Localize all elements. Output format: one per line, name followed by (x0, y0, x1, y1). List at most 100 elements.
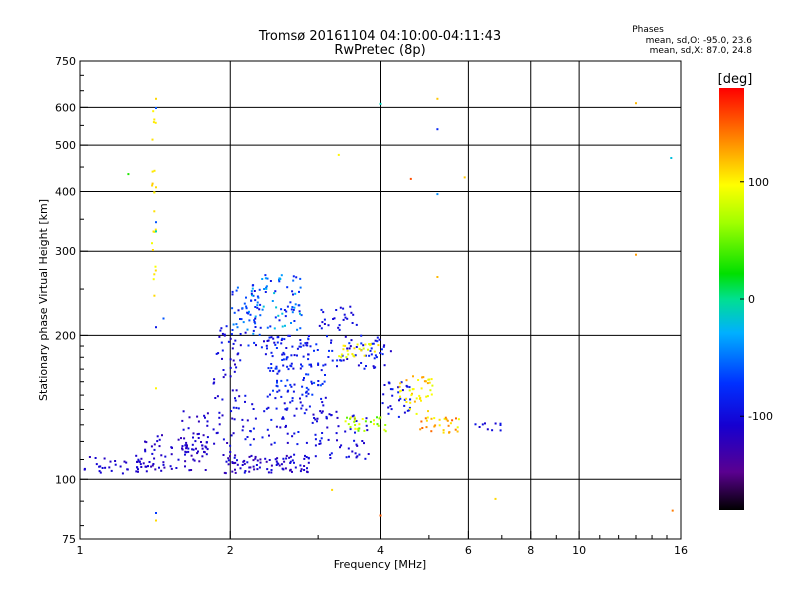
data-point (217, 352, 220, 355)
data-point (231, 347, 234, 350)
data-point (259, 326, 262, 329)
data-point (378, 338, 381, 341)
data-point (276, 379, 278, 382)
data-point (182, 428, 185, 431)
data-point (273, 327, 276, 330)
data-point (292, 279, 295, 282)
data-point (445, 418, 448, 421)
data-point (317, 384, 320, 387)
x-tick-label: 6 (465, 544, 472, 557)
data-point (420, 387, 423, 390)
data-point (322, 404, 325, 407)
x-tick-label: 10 (572, 544, 586, 557)
data-point (381, 353, 384, 356)
data-point (289, 401, 292, 404)
data-point (499, 429, 502, 432)
data-point (135, 454, 138, 457)
phases-line-o: mean, sd,O: -95.0, 23.6 (646, 36, 753, 46)
data-point (273, 341, 276, 344)
data-point (155, 221, 157, 224)
data-point (184, 465, 186, 468)
data-point (229, 444, 232, 447)
data-point (365, 424, 368, 427)
data-point (233, 370, 236, 373)
data-point (307, 456, 310, 459)
x-tick-label: 16 (674, 544, 688, 557)
data-point (154, 269, 157, 272)
data-point (431, 384, 434, 387)
data-point (185, 446, 188, 449)
data-point (151, 184, 154, 187)
data-point (276, 457, 279, 460)
data-point (355, 346, 358, 348)
data-point (408, 409, 411, 412)
data-point (280, 395, 283, 398)
data-point (330, 339, 333, 342)
data-point (356, 343, 359, 346)
data-point (346, 349, 349, 352)
data-point (272, 389, 274, 392)
data-point (252, 427, 255, 430)
data-point (350, 339, 353, 342)
data-point (366, 429, 369, 432)
data-point (272, 370, 275, 372)
data-point (343, 313, 346, 316)
data-point (354, 418, 357, 421)
data-point (403, 404, 406, 407)
data-point (310, 365, 313, 368)
data-point (229, 366, 232, 369)
data-point (426, 382, 429, 385)
data-point (412, 375, 414, 378)
data-point (317, 362, 320, 365)
data-point (430, 378, 433, 381)
data-point (218, 416, 221, 419)
data-point (670, 157, 673, 159)
data-point (324, 396, 327, 399)
data-point (278, 280, 281, 283)
data-point (245, 305, 248, 308)
data-point (320, 369, 323, 372)
data-point (336, 359, 339, 362)
data-point (299, 286, 302, 289)
data-point (324, 363, 327, 366)
data-point (357, 429, 360, 432)
data-point (137, 459, 140, 462)
data-point (300, 363, 302, 366)
data-point (428, 381, 431, 384)
y-axis-ticks: 75 100 200 300 400 500 600 750 (55, 55, 88, 546)
data-point (349, 305, 352, 308)
data-point (447, 424, 450, 427)
data-point (273, 441, 276, 444)
data-point (399, 389, 402, 392)
data-point (152, 121, 155, 124)
data-point (297, 431, 300, 433)
data-point (436, 193, 439, 196)
data-point (220, 341, 223, 344)
data-point (252, 332, 255, 335)
data-point (293, 320, 296, 322)
data-point (397, 386, 400, 389)
data-point (243, 462, 246, 465)
data-point (417, 379, 420, 381)
data-point (259, 458, 262, 461)
data-point (305, 456, 308, 458)
data-point (265, 287, 268, 290)
data-point (253, 321, 256, 323)
data-point (270, 336, 273, 339)
data-point (298, 304, 301, 307)
data-point (275, 384, 278, 387)
data-point (303, 465, 306, 467)
phases-title: Phases (632, 25, 664, 35)
data-point (443, 417, 446, 420)
data-point (225, 460, 228, 463)
data-point (273, 292, 276, 295)
data-point (314, 418, 317, 421)
data-point (306, 467, 308, 470)
data-point (436, 276, 439, 278)
data-point (287, 334, 290, 337)
data-point (353, 347, 356, 350)
data-point (196, 433, 199, 436)
data-point (494, 422, 497, 425)
data-point (410, 394, 413, 397)
data-point (275, 407, 278, 410)
